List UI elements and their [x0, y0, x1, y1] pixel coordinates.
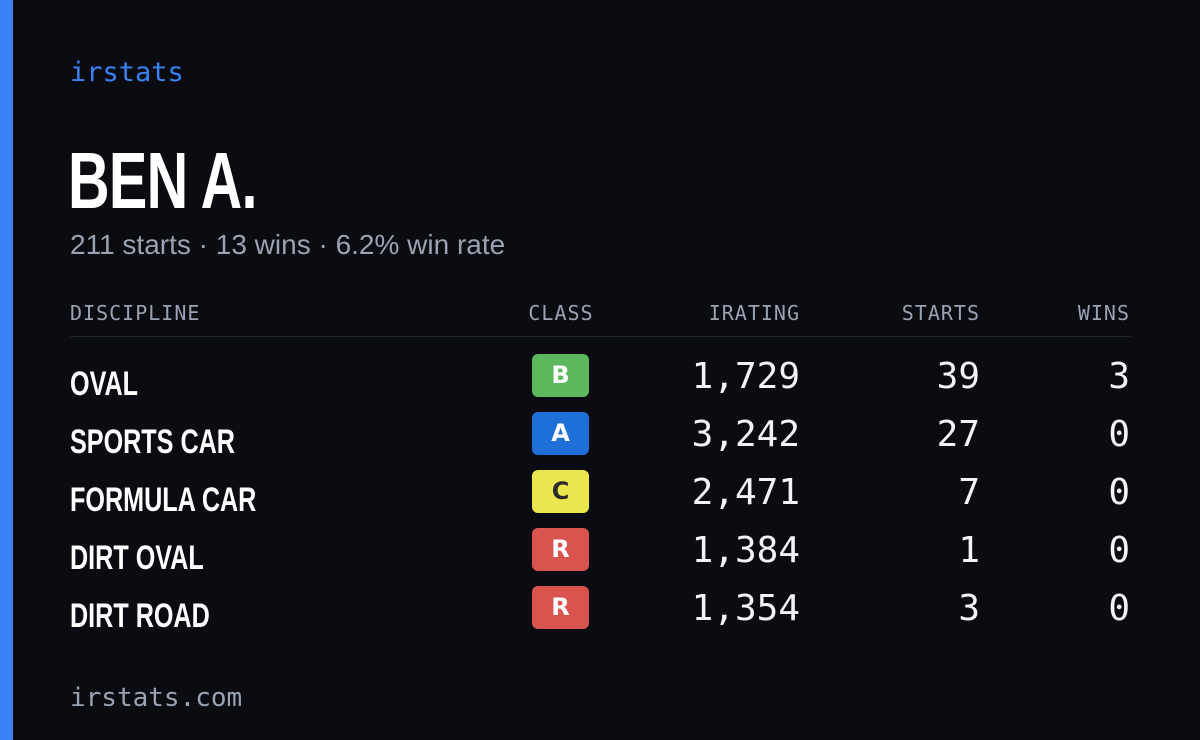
wins-value: 0	[1108, 414, 1130, 455]
table-row: DIRT OVAL R 1,384 1 0	[70, 528, 1131, 586]
irating-value: 2,471	[691, 472, 800, 513]
accent-bar	[0, 0, 13, 740]
table-row: DIRT ROAD R 1,354 3 0	[70, 586, 1131, 644]
starts-value: 3	[958, 588, 980, 629]
class-badge: R	[532, 528, 589, 571]
header-starts: STARTS	[901, 301, 980, 325]
irating-value: 1,384	[691, 530, 800, 571]
wins-value: 0	[1108, 530, 1130, 571]
player-name: BEN A.	[68, 136, 257, 225]
wins-value: 3	[1108, 356, 1130, 397]
player-summary: 211 starts · 13 wins · 6.2% win rate	[70, 229, 506, 260]
header-wins: WINS	[1077, 301, 1130, 325]
class-badge: R	[532, 586, 589, 629]
class-badge: B	[532, 354, 589, 397]
header-class: CLASS	[528, 301, 594, 325]
table-row: OVAL B 1,729 39 3	[70, 354, 1131, 412]
discipline-name: FORMULA CAR	[70, 481, 257, 519]
table-body: OVAL B 1,729 39 3 SPORTS CAR A 3,242 27 …	[70, 354, 1131, 644]
license-table: DISCIPLINE CLASS IRATING STARTS WINS OVA…	[70, 296, 1131, 644]
brand-logo-text[interactable]: irstats	[70, 57, 184, 88]
irating-value: 1,729	[691, 356, 800, 397]
starts-value: 27	[936, 414, 980, 455]
irating-value: 1,354	[691, 588, 800, 629]
table-row: FORMULA CAR C 2,471 7 0	[70, 470, 1131, 528]
discipline-name: DIRT ROAD	[70, 597, 210, 635]
discipline-name: DIRT OVAL	[70, 539, 204, 577]
footer-url[interactable]: irstats.com	[70, 683, 243, 713]
starts-value: 1	[958, 530, 980, 571]
header-irating: IRATING	[708, 301, 800, 325]
header-discipline: DISCIPLINE	[70, 301, 201, 325]
starts-value: 39	[936, 356, 980, 397]
starts-value: 7	[958, 472, 980, 513]
discipline-name: SPORTS CAR	[70, 423, 235, 461]
table-header: DISCIPLINE CLASS IRATING STARTS WINS	[70, 296, 1131, 337]
class-badge: A	[532, 412, 589, 455]
wins-value: 0	[1108, 472, 1130, 513]
class-badge: C	[532, 470, 589, 513]
wins-value: 0	[1108, 588, 1130, 629]
irating-value: 3,242	[691, 414, 800, 455]
discipline-name: OVAL	[70, 365, 139, 403]
table-row: SPORTS CAR A 3,242 27 0	[70, 412, 1131, 470]
